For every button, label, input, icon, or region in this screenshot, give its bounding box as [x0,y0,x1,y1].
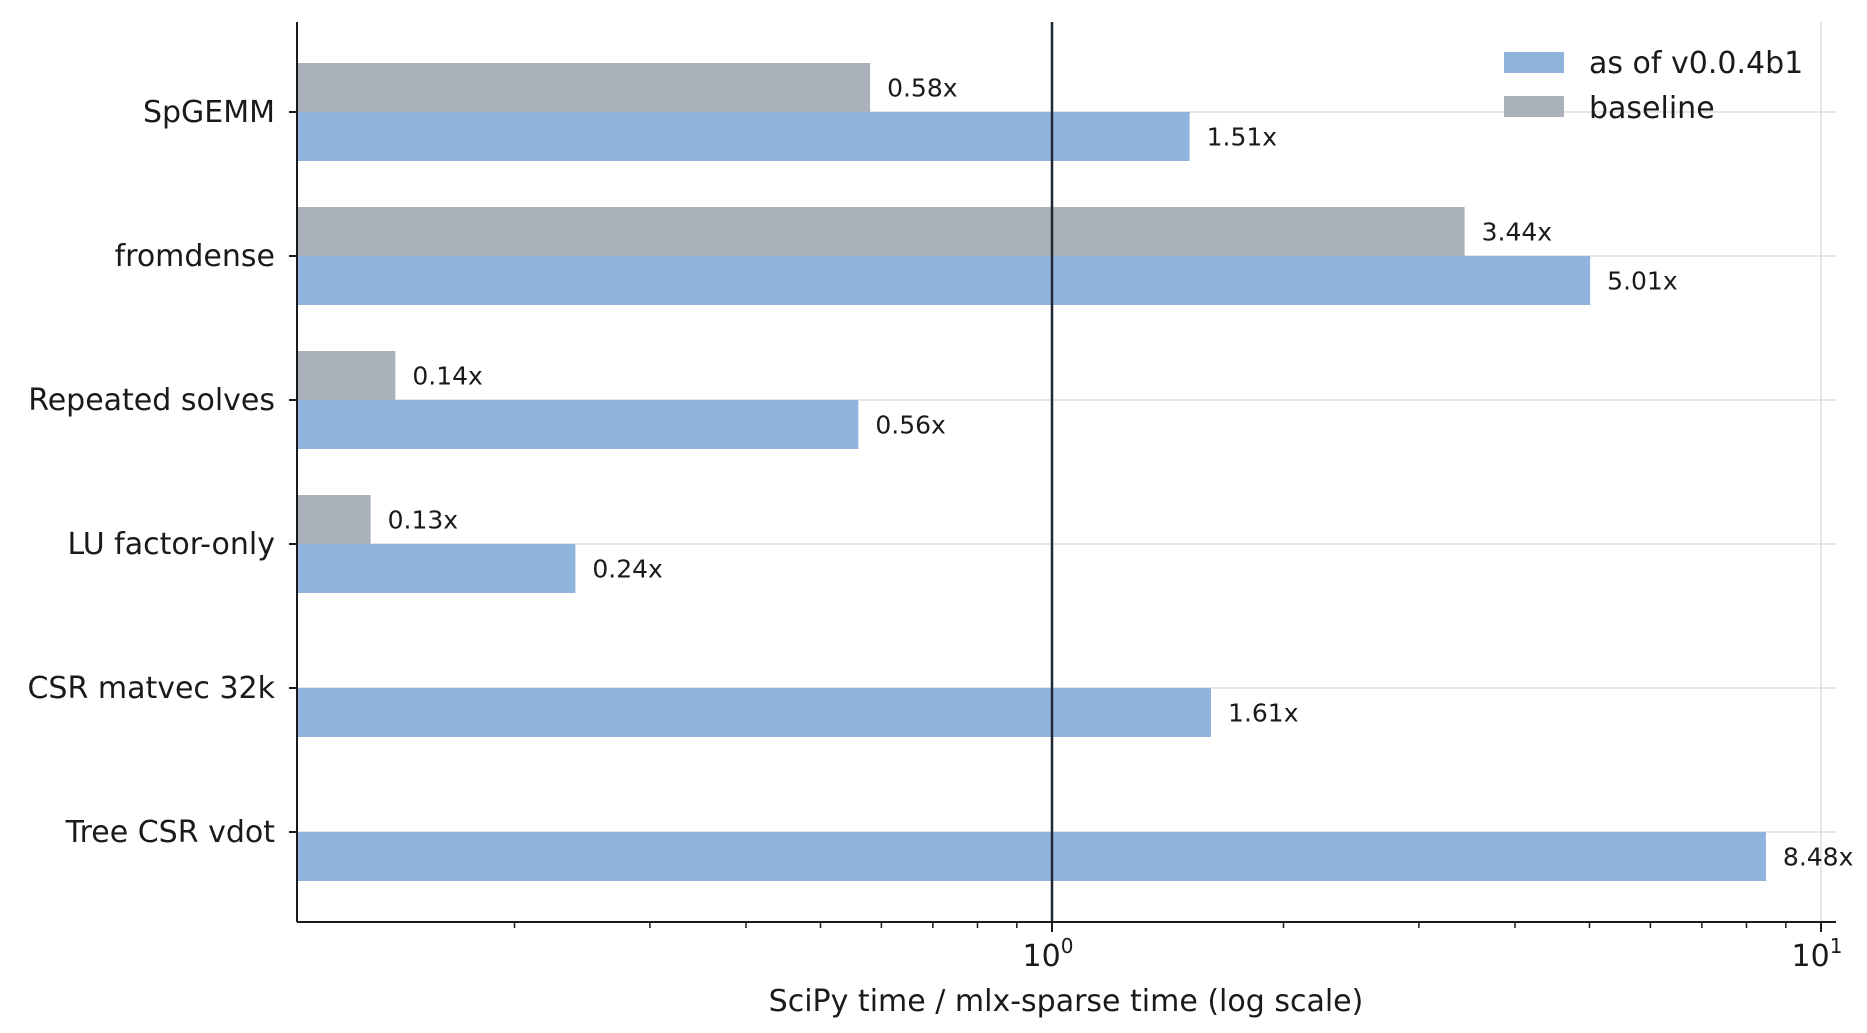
x-tick-label: 101 [1792,934,1843,974]
category-label: Repeated solves [28,383,275,418]
bar-value-label: 3.44x [1482,218,1552,247]
bar-value-label: 1.61x [1228,699,1298,728]
axes [289,22,1836,932]
bar-current [297,544,576,593]
bar-value-label: 0.14x [412,362,482,391]
bar-value-label: 0.58x [887,74,957,103]
bar-value-label: 8.48x [1783,843,1853,872]
bar-value-label: 5.01x [1607,267,1677,296]
bar-current [297,400,859,449]
category-label: Tree CSR vdot [65,815,276,850]
category-label: fromdense [115,239,275,274]
legend-label-series-2: baseline [1589,91,1715,126]
bar-baseline [297,351,396,400]
legend: as of v0.0.4b1 baseline [1504,46,1803,126]
bar-value-label: 0.56x [875,411,945,440]
bar-value-label: 1.51x [1207,123,1277,152]
category-label: CSR matvec 32k [27,671,275,706]
x-tick-label: 100 [1023,934,1074,974]
bar-current [297,112,1190,161]
category-label: SpGEMM [143,95,275,130]
bar-current [297,688,1212,737]
bar-value-label: 0.13x [388,506,458,535]
bar-current [297,256,1591,305]
bar-baseline [297,207,1465,256]
bar-current [297,832,1766,881]
legend-swatch-series-1 [1504,52,1564,73]
legend-label-series-1: as of v0.0.4b1 [1589,46,1803,81]
bar-baseline [297,63,871,112]
legend-swatch-series-2 [1504,96,1564,117]
bar-baseline [297,495,371,544]
bar-value-label: 0.24x [592,555,662,584]
category-label: LU factor-only [67,527,275,562]
x-axis-label: SciPy time / mlx-sparse time (log scale) [769,984,1364,1019]
labels: 0.58x 1.51x SpGEMM 3.44x 5.01x fromdense 0.14x… [27,74,1853,975]
bars [297,63,1766,881]
